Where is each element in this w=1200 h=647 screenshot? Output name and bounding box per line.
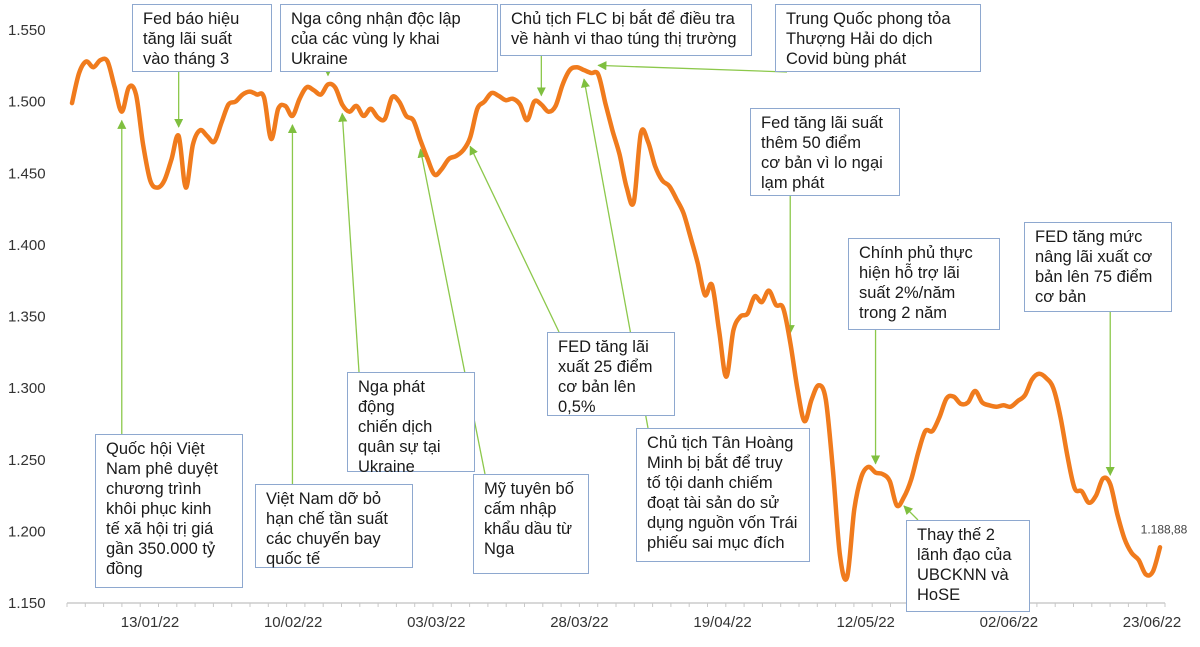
y-tick-label: 1.500 — [8, 94, 46, 111]
y-tick-label: 1.400 — [8, 237, 46, 254]
x-tick-label: 23/06/22 — [1123, 614, 1181, 631]
y-tick-label: 1.250 — [8, 452, 46, 469]
annotation-chinh-phu-ho-tro: Chính phủ thực hiện hỗ trợ lãi suất 2%/n… — [848, 238, 1000, 330]
series-line — [69, 56, 1163, 582]
axes: 1.150 1.200 1.250 1.300 1.350 1.400 1.450 1.500… — [8, 22, 1181, 631]
x-tick-label: 28/03/22 — [550, 614, 608, 631]
y-tick-label: 1.200 — [8, 523, 46, 540]
annotation-fed-75-diem: FED tăng mức nâng lãi xuất cơ bản lên 75… — [1024, 222, 1172, 312]
y-tick-label: 1.550 — [8, 22, 46, 39]
annotation-fed-bao-hieu: Fed báo hiệu tăng lãi suất vào tháng 3 — [132, 4, 272, 72]
y-tick-label: 1.450 — [8, 165, 46, 182]
annotation-fed-50-diem: Fed tăng lãi suất thêm 50 điểm cơ bản vì… — [750, 108, 900, 196]
x-tick-label: 13/01/22 — [121, 614, 179, 631]
last-value-label: 1.188,88 — [1141, 522, 1188, 536]
annotation-arrow — [903, 505, 919, 521]
annotation-viet-nam-do-bo: Việt Nam dỡ bỏ hạn chế tần suất các chuy… — [255, 484, 413, 568]
annotation-trung-quoc-phong-toa: Trung Quốc phong tỏa Thượng Hải do dịch … — [775, 4, 981, 72]
annotation-tan-hoang-minh: Chủ tịch Tân Hoàng Minh bị bắt để truy t… — [636, 428, 810, 562]
y-tick-label: 1.350 — [8, 309, 46, 326]
x-tick-label: 03/03/22 — [407, 614, 465, 631]
annotation-arrow — [338, 112, 360, 373]
annotation-quoc-hoi: Quốc hội Việt Nam phê duyệt chương trình… — [95, 434, 243, 588]
y-tick-label: 1.300 — [8, 380, 46, 397]
x-tick-label: 10/02/22 — [264, 614, 322, 631]
annotation-nga-cong-nhan: Nga công nhận độc lập của các vùng ly kh… — [280, 4, 498, 72]
annotation-arrow — [597, 61, 788, 73]
annotation-chu-tich-flc: Chủ tịch FLC bị bắt để điều tra về hành … — [500, 4, 752, 56]
x-tick-label: 12/05/22 — [837, 614, 895, 631]
y-tick-label: 1.150 — [8, 595, 46, 612]
x-tick-label: 02/06/22 — [980, 614, 1038, 631]
annotation-nga-phat-dong: Nga phát động chiến dịch quân sự tại Ukr… — [347, 372, 475, 476]
annotation-thay-the-lanh-dao: Thay thế 2 lãnh đạo của UBCKNN và HoSE — [906, 520, 1030, 612]
annotation-fed-25-diem: FED tăng lãi xuất 25 điểm cơ bản lên 0,5… — [547, 332, 675, 416]
x-tick-label: 19/04/22 — [693, 614, 751, 631]
annotation-arrow — [469, 145, 560, 333]
annotation-my-tuyen-bo: Mỹ tuyên bố cấm nhập khẩu dầu từ Nga — [473, 474, 589, 574]
